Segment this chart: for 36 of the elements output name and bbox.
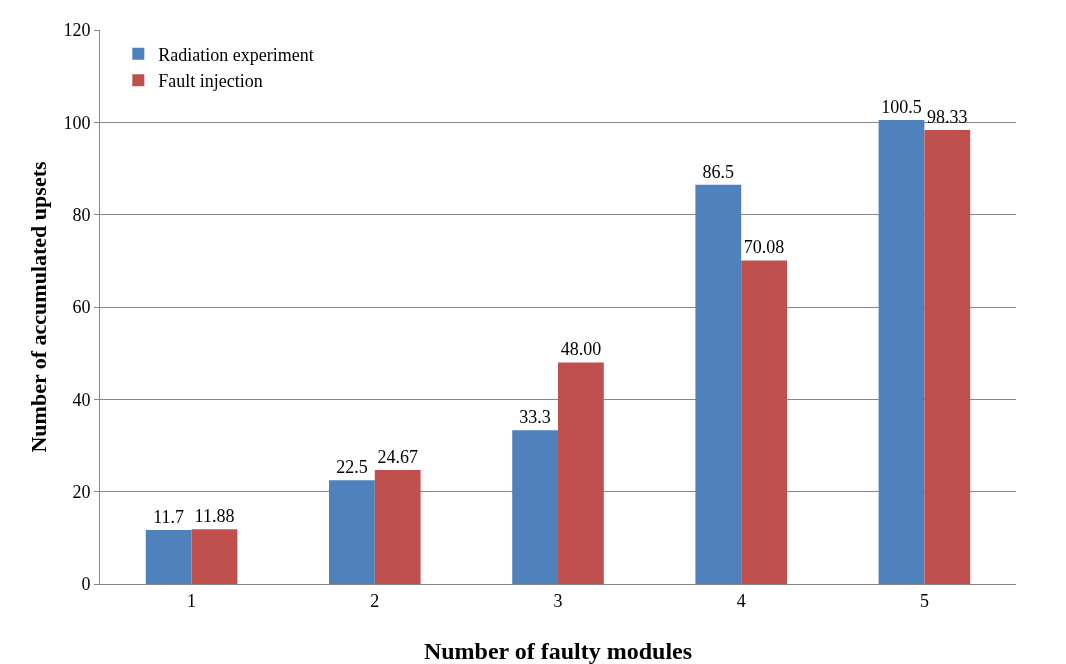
- x-tick-label: 2: [370, 590, 380, 611]
- data-label: 70.08: [743, 237, 785, 258]
- bar: [191, 529, 238, 584]
- bar: [558, 362, 604, 584]
- y-tick-label: 80: [72, 204, 91, 225]
- y-tick-label: 120: [63, 20, 91, 41]
- y-tick-label: 40: [72, 389, 91, 410]
- data-label: 11.7: [153, 506, 185, 527]
- y-tick-label: 0: [81, 574, 91, 595]
- data-label: 11.88: [194, 506, 235, 527]
- x-tick-label: 3: [553, 590, 563, 611]
- x-tick-label: 5: [919, 590, 929, 611]
- x-tick-label: 1: [187, 590, 197, 611]
- data-label: 86.5: [702, 161, 735, 182]
- legend-label: Fault injection: [158, 71, 263, 92]
- x-axis-title: Number of faulty modules: [423, 638, 693, 664]
- data-label: 98.33: [927, 107, 968, 128]
- legend-label: Radiation experiment: [158, 44, 314, 65]
- bar: [512, 430, 558, 584]
- x-tick-label: 4: [736, 590, 746, 611]
- bar: [878, 120, 925, 584]
- bar: [374, 470, 421, 584]
- y-tick-label: 100: [63, 112, 91, 133]
- y-tick-label: 20: [72, 481, 91, 502]
- data-label: 24.67: [377, 447, 418, 468]
- bar: [329, 480, 375, 584]
- bar: [695, 184, 742, 584]
- data-label: 48.00: [560, 339, 602, 360]
- bar: [145, 529, 192, 584]
- data-label: 33.3: [519, 407, 551, 428]
- data-label: 100.5: [881, 97, 922, 118]
- data-label: 22.5: [336, 457, 368, 478]
- y-tick-label: 60: [72, 297, 91, 318]
- y-axis-title: Number of accumulated upsets: [26, 161, 51, 453]
- bar: [741, 260, 787, 584]
- bar: [924, 130, 971, 584]
